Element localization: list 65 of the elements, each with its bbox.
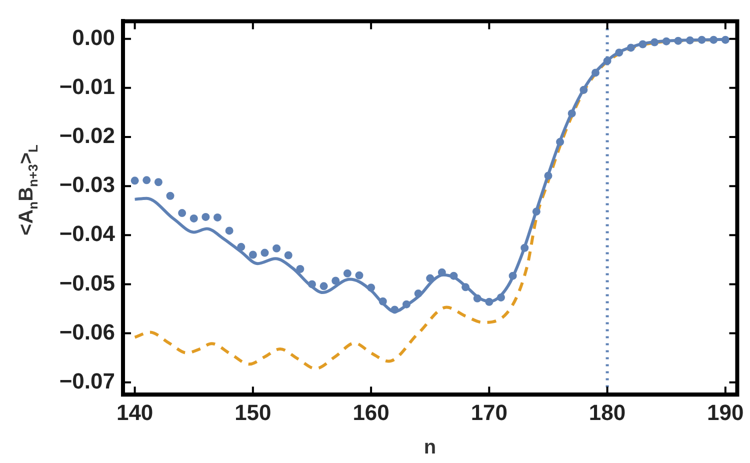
y-tick-label: 0.00 (72, 24, 115, 50)
x-axis-title: n (424, 436, 436, 460)
point (710, 36, 718, 44)
y-tick-label: −0.02 (59, 123, 115, 148)
point (272, 244, 281, 252)
point (142, 176, 151, 184)
y-tick-label: −0.07 (59, 368, 115, 394)
point (320, 282, 328, 290)
point (580, 86, 588, 94)
point (332, 276, 340, 285)
point (367, 284, 376, 292)
x-tick-label: 180 (588, 400, 626, 425)
point (248, 250, 257, 259)
y-tick-label: −0.03 (59, 172, 115, 198)
point (721, 36, 730, 44)
point (520, 244, 529, 252)
point (626, 44, 635, 52)
point (473, 294, 482, 302)
point (390, 306, 399, 314)
x-tick-label: 150 (234, 400, 272, 425)
point (402, 300, 410, 308)
point (568, 109, 576, 118)
point (308, 280, 316, 288)
x-tick-label: 160 (352, 400, 390, 425)
point (190, 214, 198, 222)
point (426, 274, 434, 282)
point (615, 48, 624, 57)
point (166, 192, 174, 200)
point (378, 297, 387, 306)
point (638, 40, 647, 48)
y-tick-label: −0.04 (59, 221, 116, 246)
y-tick-label: −0.01 (59, 74, 115, 99)
point (355, 271, 364, 280)
point (202, 212, 210, 221)
point (450, 272, 458, 280)
point (343, 269, 352, 278)
point (284, 251, 292, 260)
point (213, 213, 222, 222)
y-tick-label: −0.06 (59, 319, 115, 344)
point (237, 242, 246, 251)
point (438, 268, 446, 276)
point (178, 209, 186, 218)
point (532, 208, 540, 216)
x-tick-label: 140 (116, 400, 154, 425)
x-tick-label: 170 (470, 400, 508, 425)
point (296, 264, 304, 273)
point (462, 283, 470, 292)
x-tick-label: 190 (707, 400, 744, 425)
point (591, 68, 600, 77)
point (508, 272, 517, 280)
point (698, 36, 706, 44)
y-tick-label: −0.05 (59, 270, 115, 296)
point (130, 176, 139, 185)
point (544, 172, 552, 180)
point (485, 298, 494, 306)
point (662, 37, 670, 46)
point (260, 248, 269, 257)
point (674, 36, 682, 45)
point (686, 36, 694, 44)
point (154, 178, 162, 186)
point (556, 138, 564, 146)
point (414, 290, 422, 298)
point (225, 226, 234, 235)
point (496, 293, 505, 302)
point (650, 38, 659, 46)
